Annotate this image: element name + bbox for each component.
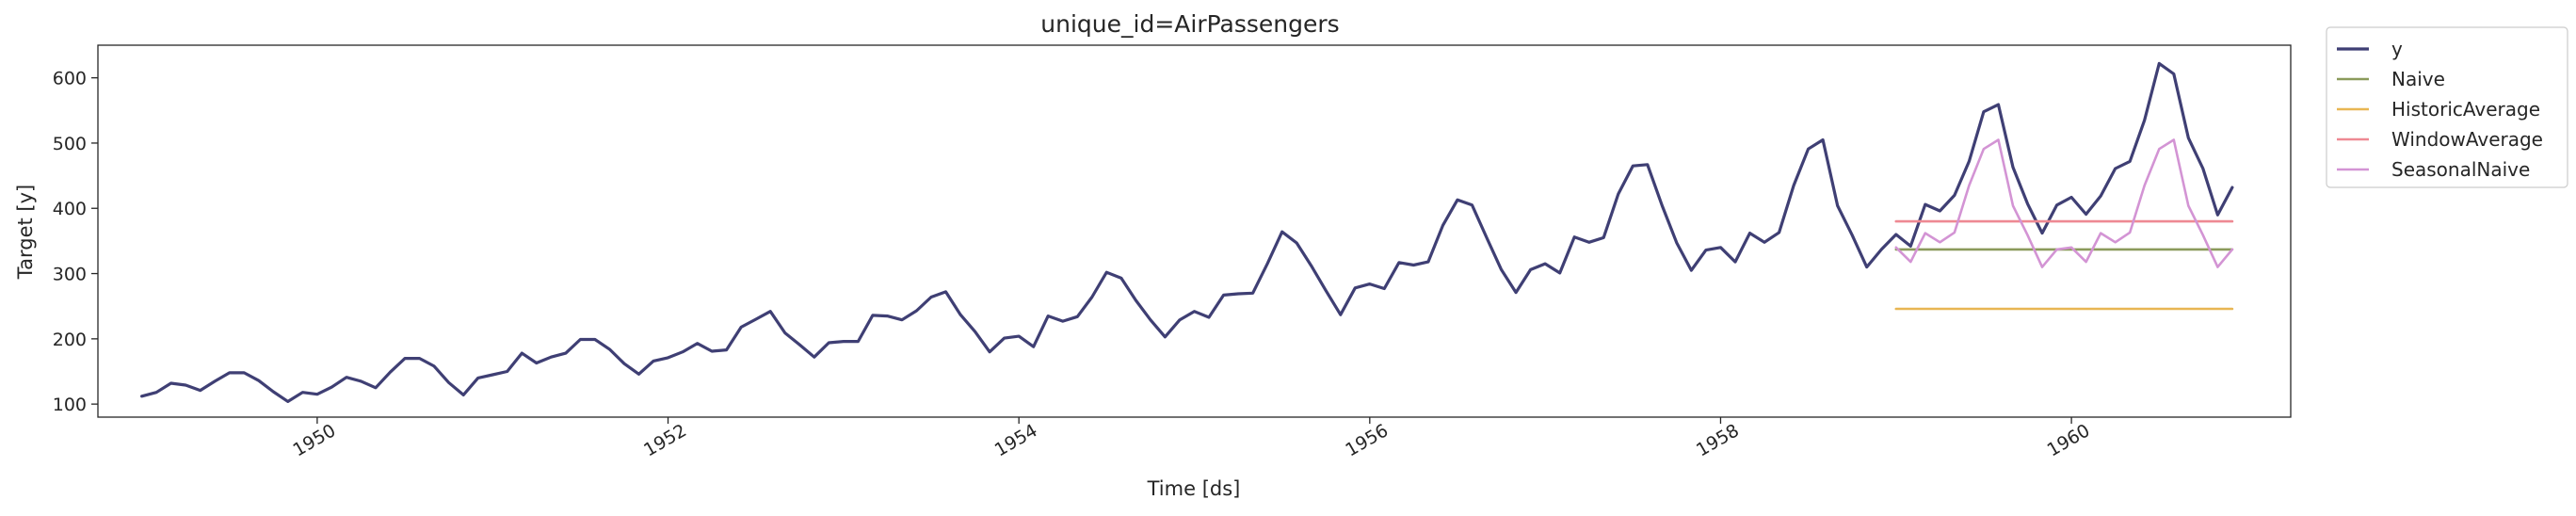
legend-label-y: y bbox=[2391, 38, 2403, 60]
y-tick-label: 200 bbox=[53, 330, 87, 350]
y-tick-label: 400 bbox=[53, 199, 87, 219]
x-tick-label: 1958 bbox=[1693, 420, 1743, 460]
legend: y Naive HistoricAverage WindowAverage Season… bbox=[2326, 26, 2568, 188]
plot-area bbox=[97, 44, 2292, 418]
legend-label-seasonalnaive: SeasonalNaive bbox=[2391, 158, 2530, 181]
y-tick-label: 600 bbox=[53, 69, 87, 89]
legend-label-windowaverage: WindowAverage bbox=[2391, 128, 2543, 151]
y-tick-label: 100 bbox=[53, 395, 87, 415]
y-axis-ticks: 100 200 300 400 500 600 bbox=[53, 69, 98, 415]
y-tick-label: 300 bbox=[53, 265, 87, 285]
chart-title: unique_id=AirPassengers bbox=[1040, 10, 1339, 38]
x-tick-label: 1950 bbox=[289, 420, 339, 460]
y-axis-label: Target [y] bbox=[14, 185, 37, 280]
series-line-y bbox=[140, 61, 2234, 403]
x-tick-label: 1952 bbox=[640, 420, 690, 460]
x-axis-ticks: 1950 1952 1954 1956 1958 1960 bbox=[289, 417, 2094, 460]
x-tick-label: 1960 bbox=[2044, 420, 2094, 460]
series-lines bbox=[140, 61, 2234, 403]
x-axis-label: Time [ds] bbox=[1147, 477, 1241, 500]
plot-frame bbox=[97, 44, 2292, 418]
legend-label-naive: Naive bbox=[2391, 68, 2445, 90]
series-line-seasonalnaive bbox=[1894, 138, 2234, 268]
y-tick-label: 500 bbox=[53, 134, 87, 154]
legend-frame bbox=[2326, 26, 2568, 188]
legend-label-historicaverage: HistoricAverage bbox=[2391, 98, 2540, 121]
x-tick-label: 1954 bbox=[991, 420, 1041, 460]
x-tick-label: 1956 bbox=[1342, 420, 1392, 460]
